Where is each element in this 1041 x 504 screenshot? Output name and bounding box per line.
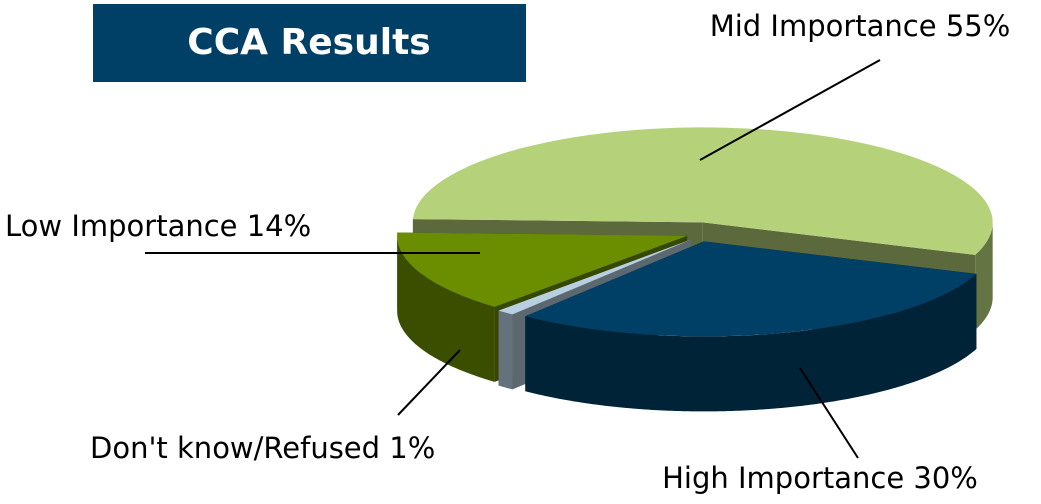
leader-line [699, 59, 881, 161]
slice-wall [975, 223, 993, 330]
title-box [93, 4, 526, 82]
label-value: 14% [247, 209, 311, 243]
slice-label: Mid Importance 55% [710, 9, 1011, 43]
label-value: 30% [913, 461, 977, 495]
label-name: Low Importance [5, 209, 238, 243]
label-name: High Importance [662, 461, 904, 495]
leader-line [397, 349, 461, 416]
slice-wall [525, 273, 977, 412]
slice [525, 241, 977, 337]
slice [412, 127, 993, 255]
slice [397, 232, 688, 307]
slice-wall [397, 236, 495, 382]
slice-wall [498, 310, 513, 390]
slice-label: High Importance 30% [662, 461, 978, 495]
label-name: Don't know/Refused [90, 431, 380, 465]
slice-label: Low Importance 14% [5, 209, 311, 243]
label-name: Mid Importance [710, 9, 937, 43]
slice [498, 239, 692, 315]
leader-line [799, 367, 859, 459]
pie [397, 127, 993, 412]
chart-title: CCA Results [187, 22, 430, 63]
label-value: 55% [946, 9, 1010, 43]
slice-label: Don't know/Refused 1% [90, 431, 435, 465]
label-value: 1% [389, 431, 435, 465]
